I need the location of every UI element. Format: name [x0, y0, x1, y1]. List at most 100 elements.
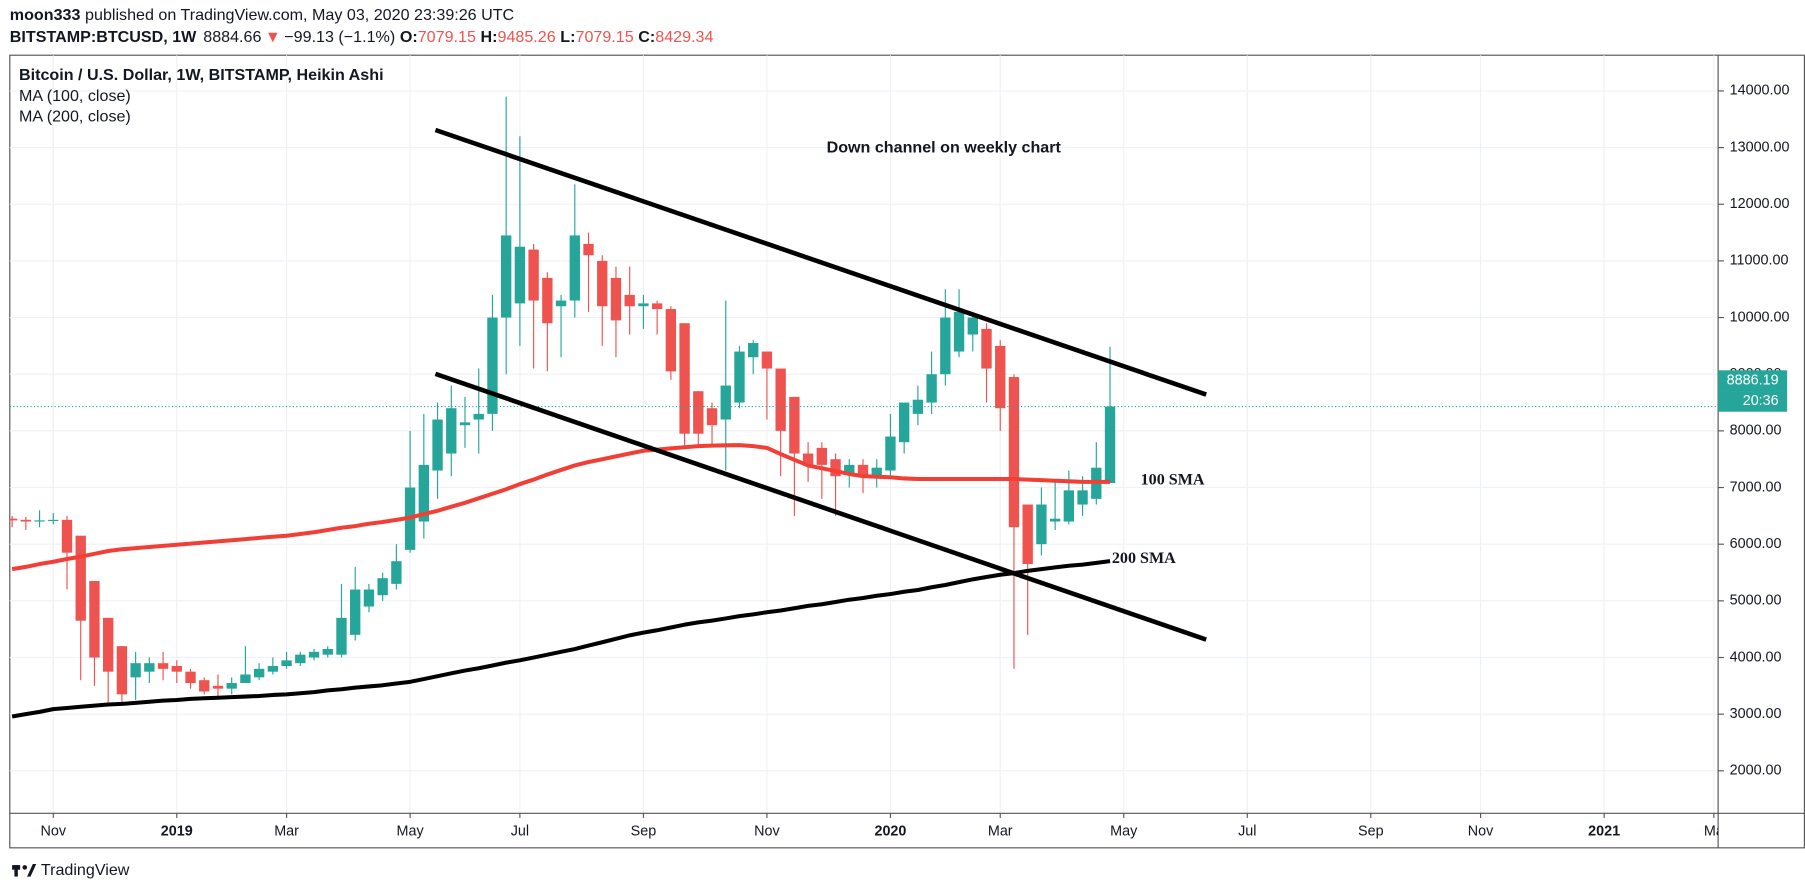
y-tick-label: 6000.00 — [1730, 536, 1782, 552]
candle-body — [1008, 377, 1020, 528]
y-tick-label: 7000.00 — [1730, 479, 1782, 495]
h-value: 9485.26 — [498, 28, 556, 46]
y-tick-label: 5000.00 — [1730, 593, 1782, 609]
candle-body — [706, 408, 718, 426]
candle-body — [693, 391, 704, 434]
l-label: L: — [560, 28, 575, 46]
candle-body — [322, 649, 333, 655]
y-tick-label: 13000.00 — [1730, 139, 1790, 155]
candle-body — [459, 422, 471, 426]
arrow: ▼ — [265, 28, 281, 46]
candle-body — [775, 368, 786, 431]
candle-body — [432, 419, 443, 471]
x-tick-label: Ma — [1704, 824, 1724, 840]
x-tick-label: Sep — [631, 824, 657, 840]
grid — [9, 55, 1719, 814]
candle-body — [171, 666, 182, 672]
last: 8884.66 — [203, 28, 261, 46]
candle-body — [885, 436, 896, 471]
candle-body — [157, 663, 169, 669]
x-tick-label: 2019 — [161, 824, 193, 840]
ma-line — [11, 443, 1111, 572]
legend-entry: MA (100, close) — [19, 87, 131, 105]
candle-body — [789, 396, 800, 454]
y-tick-label: 12000.00 — [1730, 196, 1790, 212]
candle-body — [240, 674, 251, 684]
candle-body — [748, 343, 759, 358]
candle-body — [844, 464, 855, 474]
annotation: Down channel on weekly chart — [827, 139, 1062, 157]
candle-body — [308, 651, 320, 658]
candle-body — [953, 311, 965, 352]
x-tick-label: Jul — [511, 824, 529, 840]
candle-body — [473, 413, 484, 420]
x-tick-label: Nov — [1468, 824, 1494, 840]
c-label: C: — [638, 28, 655, 46]
x-tick-label: May — [1110, 824, 1138, 840]
candle-body — [295, 654, 306, 664]
x-axis: Nov 2019 Mar May Jul Sep Nov 2020 Mar May Jul Sep No… — [41, 813, 1724, 840]
candle-body — [734, 351, 745, 403]
change: −99.13 (−1.1%) — [284, 28, 395, 46]
x-tick-label: Nov — [754, 824, 780, 840]
x-tick-label: May — [397, 824, 425, 840]
candle-body — [418, 464, 430, 522]
price-label-box — [1718, 370, 1788, 392]
candle-body — [267, 666, 279, 672]
x-tick-label: 2020 — [874, 824, 906, 840]
candle-body — [350, 589, 361, 635]
candle-body — [898, 402, 910, 443]
overlay: Down channel on weekly chart 100 SMA 200… — [19, 66, 1207, 642]
ma-line — [11, 559, 1111, 719]
candle-body — [514, 246, 526, 304]
y-tick-label: 14000.00 — [1730, 83, 1790, 99]
x-tick-label: Mar — [988, 824, 1013, 840]
candle-body — [720, 385, 731, 420]
y-tick-label: 8000.00 — [1730, 423, 1782, 439]
frame — [9, 54, 1805, 849]
candle-body — [446, 408, 457, 454]
candle-body — [212, 685, 224, 689]
candle-body — [624, 294, 635, 307]
candle-body — [555, 300, 567, 307]
candle-body — [34, 520, 45, 522]
candle-body — [610, 277, 622, 321]
candle-body — [569, 235, 580, 301]
candle-body — [761, 351, 773, 369]
l-value: 7079.15 — [576, 28, 634, 46]
candle-body — [102, 617, 114, 672]
candle-body — [981, 328, 992, 369]
y-tick-label: 3000.00 — [1730, 706, 1782, 722]
candle-body — [185, 671, 196, 684]
candle-body — [1022, 504, 1033, 565]
x-tick-label: 2021 — [1588, 824, 1620, 840]
candle-body — [638, 303, 649, 307]
candle-body — [253, 668, 265, 678]
x-tick-label: Mar — [274, 824, 299, 840]
candle-body — [542, 277, 553, 324]
author: moon333 — [10, 6, 81, 24]
channel-bottom — [434, 371, 1207, 642]
plot — [9, 96, 1719, 719]
x-tick-label: Sep — [1358, 824, 1384, 840]
candle-body — [391, 561, 402, 584]
h-label: H: — [481, 28, 498, 46]
symbol-line: BITSTAMP:BTCUSD, 1W 8884.66 ▼ −99.13 (−1.1%… — [10, 28, 714, 46]
candle-body — [377, 578, 388, 596]
header-line: moon333 published on TradingView.com, May… — [10, 6, 515, 24]
candle-body — [500, 235, 512, 318]
countdown-box — [1718, 391, 1788, 412]
candle-body — [61, 519, 73, 553]
candle-body — [89, 581, 100, 658]
candle-body — [226, 683, 237, 689]
candle-body — [802, 453, 814, 465]
candle-body — [363, 589, 375, 607]
candle-body — [1036, 504, 1047, 545]
candle-body — [1049, 518, 1061, 522]
candle-body — [281, 660, 292, 667]
symbol: BITSTAMP:BTCUSD, 1W — [10, 28, 197, 46]
candle-body — [679, 323, 690, 434]
y-tick-label: 11000.00 — [1730, 253, 1789, 269]
legend-entry: MA (200, close) — [19, 108, 131, 126]
